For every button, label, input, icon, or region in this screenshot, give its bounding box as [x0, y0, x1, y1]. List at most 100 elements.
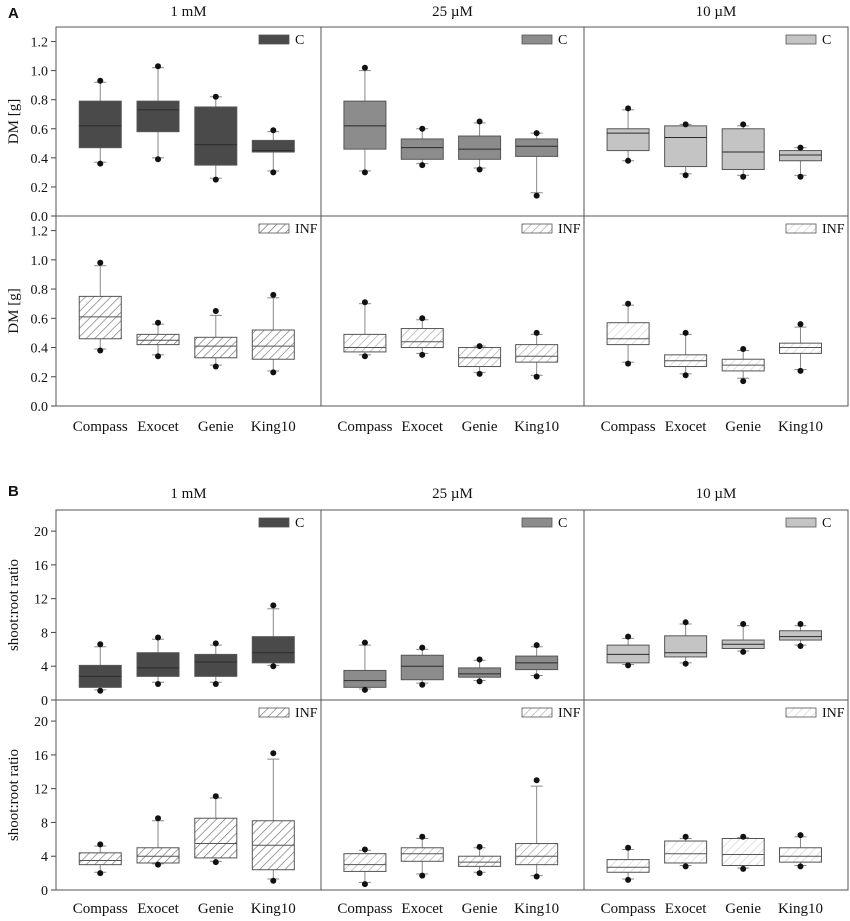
box-iqr [778, 150, 822, 162]
legend-swatch [258, 517, 290, 528]
outlier-point [212, 93, 219, 100]
y-axis-label: shoot:root ratio [6, 749, 22, 841]
outlier-point [419, 315, 426, 322]
box-iqr [458, 667, 502, 678]
category-label: Genie [462, 901, 498, 917]
panel-letter: B [8, 483, 19, 500]
box [721, 121, 765, 180]
category-label: Compass [73, 419, 128, 435]
legend-swatch [785, 517, 817, 528]
outlier-point [625, 844, 632, 851]
box-iqr [664, 635, 708, 658]
outlier-point [361, 846, 368, 853]
outlier-point [682, 372, 689, 379]
box-iqr [606, 128, 650, 152]
subplot: INF [320, 699, 585, 891]
panel-a: A 1 mM 25 µM 10 µM Compass Exocet Genie King10 C… [6, 4, 849, 435]
box [606, 844, 650, 883]
box-iqr [458, 855, 502, 867]
y-axis-label: DM [g] [6, 288, 22, 333]
outlier-point [270, 369, 277, 376]
category-label: Exocet [665, 901, 707, 917]
box-iqr [78, 100, 122, 149]
category-label: Genie [725, 901, 761, 917]
category-label: Genie [725, 419, 761, 435]
outlier-point [740, 378, 747, 385]
box [515, 329, 559, 380]
column-header: 10 µM [696, 4, 737, 20]
y-tick-label: 1.2 [31, 36, 49, 51]
subplot: C [320, 26, 585, 217]
box [343, 639, 387, 693]
outlier-point [533, 192, 540, 199]
box [458, 656, 502, 685]
box-iqr [778, 847, 822, 863]
box [515, 642, 559, 680]
legend-label: C [558, 516, 567, 531]
category-label: Compass [73, 901, 128, 917]
y-axis-label: DM [g] [6, 99, 22, 144]
y-tick-label: 16 [34, 749, 48, 764]
box-iqr [778, 342, 822, 354]
outlier-point [97, 687, 104, 694]
box-iqr [778, 630, 822, 641]
outlier-point [155, 156, 162, 163]
row-c: DM [g] 0.0 0.2 0.4 0.6 0.8 1.0 1.2 C C C [6, 26, 849, 225]
outlier-point [476, 166, 483, 173]
outlier-point [361, 64, 368, 71]
outlier-point [476, 843, 483, 850]
outlier-point [625, 300, 632, 307]
outlier-point [419, 681, 426, 688]
category-label: Compass [601, 419, 656, 435]
subplot: INF [583, 699, 849, 891]
subplot: INF [55, 215, 322, 407]
outlier-point [740, 121, 747, 128]
category-label: King10 [778, 901, 823, 917]
y-tick-label: 4 [41, 660, 48, 675]
subplot-frame [583, 699, 849, 891]
outlier-point [97, 870, 104, 877]
outlier-point [270, 169, 277, 176]
outlier-point [270, 602, 277, 609]
box-iqr [251, 636, 295, 664]
outlier-point [682, 863, 689, 870]
box [194, 793, 238, 866]
category-label: King10 [778, 419, 823, 435]
outlier-point [797, 144, 804, 151]
box [400, 644, 444, 688]
y-tick-label: 20 [34, 525, 48, 540]
category-label: Genie [462, 419, 498, 435]
box-iqr [194, 106, 238, 166]
category-label: Exocet [665, 419, 707, 435]
outlier-point [155, 319, 162, 326]
outlier-point [361, 353, 368, 360]
outlier-point [740, 833, 747, 840]
box [664, 121, 708, 179]
outlier-point [419, 872, 426, 879]
outlier-point [682, 660, 689, 667]
subplot: C [320, 509, 585, 701]
box [515, 130, 559, 199]
y-tick-label: 1.0 [31, 254, 49, 269]
outlier-point [797, 863, 804, 870]
box-iqr [400, 654, 444, 681]
column-header: 1 mM [170, 486, 206, 502]
outlier-point [212, 793, 219, 800]
outlier-point [625, 876, 632, 883]
box [251, 291, 295, 376]
box [136, 63, 180, 163]
y-tick-label: 16 [34, 559, 48, 574]
box [400, 315, 444, 358]
y-tick-label: 0.8 [31, 94, 49, 109]
legend-swatch [785, 223, 817, 234]
outlier-point [361, 639, 368, 646]
subplot-frame [583, 26, 849, 217]
category-label: King10 [251, 419, 296, 435]
outlier-point [155, 861, 162, 868]
legend-label: INF [822, 706, 845, 721]
outlier-point [797, 621, 804, 627]
box [136, 319, 180, 360]
outlier-point [533, 130, 540, 137]
outlier-point [533, 329, 540, 336]
